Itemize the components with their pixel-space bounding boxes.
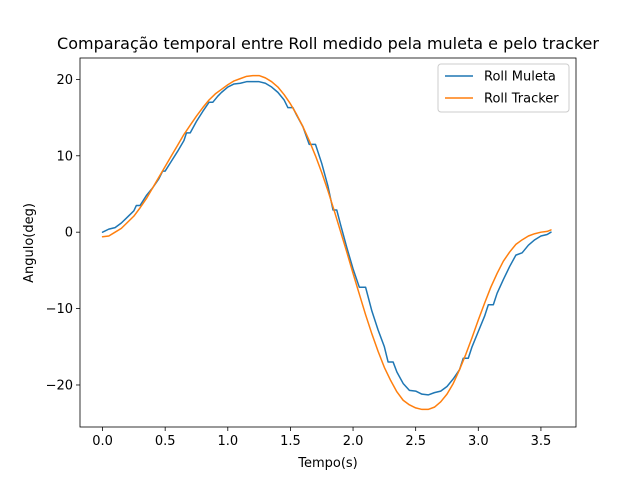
x-tick-label: 1.5 <box>280 434 301 449</box>
y-tick-label: −10 <box>46 302 73 317</box>
x-tick-label: 0.5 <box>155 434 176 449</box>
y-tick-label: −20 <box>46 378 73 393</box>
legend-label-2: Roll Tracker <box>484 92 559 107</box>
y-axis-label: Angulo(deg) <box>22 203 37 283</box>
plot-frame <box>79 57 577 428</box>
plot-background <box>80 58 576 427</box>
x-axis-label: Tempo(s) <box>297 456 358 471</box>
y-tick-label: 20 <box>56 73 73 88</box>
chart-title: Comparação temporal entre Roll medido pe… <box>57 34 599 53</box>
x-tick-label: 3.5 <box>531 434 552 449</box>
series-layer <box>101 74 552 411</box>
legend: Roll Muleta Roll Tracker <box>437 63 570 113</box>
x-tick-label: 0.0 <box>92 434 113 449</box>
x-axis: 0.0 0.5 1.0 1.5 2.0 2.5 3.0 3.5 <box>92 427 551 449</box>
x-tick-label: 2.0 <box>343 434 364 449</box>
y-tick-label: 10 <box>56 149 73 164</box>
series-line-2 <box>101 74 552 411</box>
plot-area <box>79 57 577 428</box>
series-line-1 <box>101 80 552 396</box>
x-tick-label: 3.0 <box>468 434 489 449</box>
x-tick-label: 1.0 <box>217 434 238 449</box>
legend-label-1: Roll Muleta <box>484 70 556 85</box>
x-tick-label: 2.5 <box>405 434 426 449</box>
y-axis: −20 −10 0 10 20 <box>46 73 80 393</box>
y-tick-label: 0 <box>65 226 73 241</box>
